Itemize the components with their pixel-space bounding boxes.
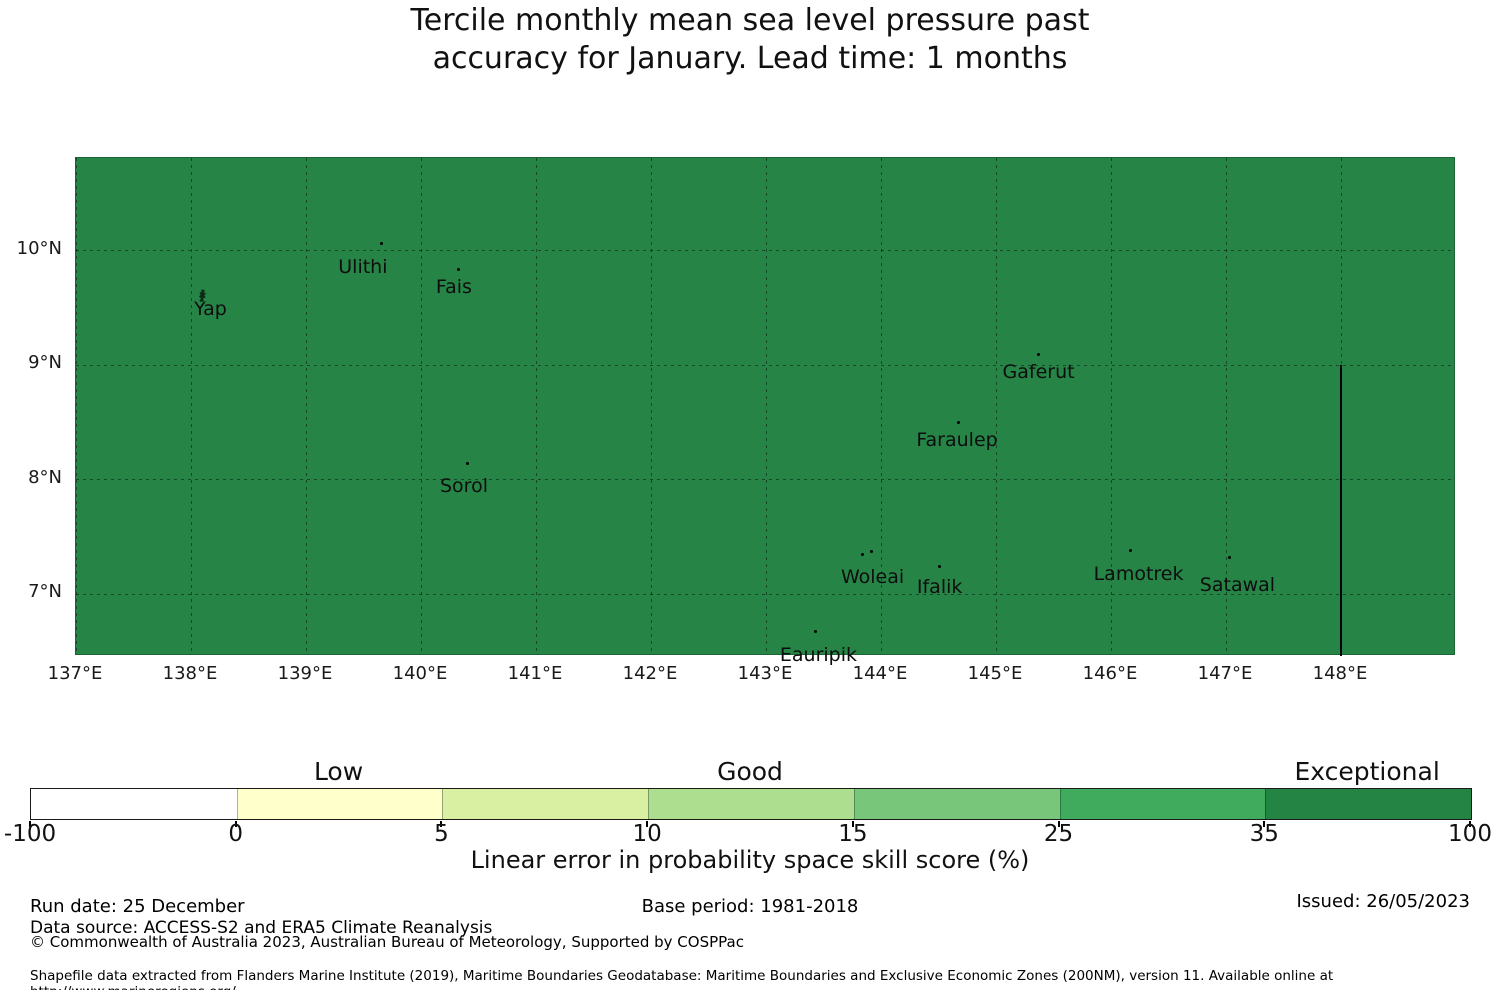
colorbar-segment: [31, 789, 237, 819]
colorbar-tick-label: 35: [1249, 821, 1279, 847]
colorbar-tick: [440, 821, 443, 827]
gridline-latitude: [76, 593, 1454, 595]
island-label-satawal: Satawal: [1199, 573, 1276, 596]
island-label-lamotrek: Lamotrek: [1093, 562, 1184, 585]
colorbar-segment: [853, 789, 1060, 819]
lon-tick-label: 147°E: [1197, 663, 1253, 684]
map-canvas: Yap Ulithi Fais Sorol Gaferut Faraulep Woleai I…: [75, 157, 1455, 666]
colorbar-tick: [1263, 821, 1266, 827]
lon-tick-label: 142°E: [622, 663, 678, 684]
island-marker-yap: [198, 289, 207, 303]
colorbar: [30, 788, 1472, 820]
island-marker-satawal: [1227, 556, 1231, 560]
colorbar-tick: [851, 821, 854, 827]
island-label-woleai: Woleai: [840, 566, 905, 589]
x-axis-label: Linear error in probability space skill …: [470, 846, 1030, 874]
island-label-sorol: Sorol: [440, 474, 488, 497]
island-marker-faraulep: [956, 420, 960, 424]
colorbar-tick-label: -100: [3, 821, 57, 847]
colorbar-category-label: Exceptional: [1294, 757, 1440, 786]
gridline-longitude: [305, 158, 307, 654]
colorbar-tick: [29, 821, 31, 827]
gridline-longitude: [995, 158, 997, 654]
gridline-latitude: [76, 250, 1454, 252]
lat-tick-label: 7°N: [28, 581, 62, 603]
gridline-longitude: [880, 158, 882, 654]
lon-tick-label: 137°E: [47, 663, 103, 684]
colorbar-tick-label: 0: [228, 821, 244, 847]
colorbar-category-label: Low: [313, 757, 364, 786]
colorbar-tick-label: 5: [434, 821, 449, 847]
island-marker-ulithi: [380, 242, 384, 246]
gridline-latitude: [76, 364, 1454, 366]
lon-tick-label: 145°E: [967, 663, 1023, 684]
lon-tick-label: 148°E: [1312, 663, 1368, 684]
island-marker-ifalik: [938, 565, 942, 569]
colorbar-tick: [1057, 821, 1060, 827]
lon-tick-label: 139°E: [277, 663, 333, 684]
copyright-text: © Commonwealth of Australia 2023, Austra…: [30, 933, 744, 951]
colorbar-tick: [234, 821, 237, 827]
lon-tick-label: 138°E: [162, 663, 218, 684]
island-marker-eauripik: [813, 630, 817, 634]
island-label-faraulep: Faraulep: [916, 429, 998, 452]
chart-title-line2: accuracy for January. Lead time: 1 month…: [432, 41, 1068, 76]
island-label-ulithi: Ulithi: [338, 255, 388, 278]
colorbar-tick-label: 10: [632, 821, 662, 847]
gridline-longitude: [190, 158, 192, 654]
colorbar-tick: [1469, 821, 1471, 827]
island-marker-gaferut: [1037, 353, 1041, 357]
shapefile-note-text: Shapefile data extracted from Flanders M…: [30, 968, 1334, 990]
island-label-yap: Yap: [194, 298, 227, 321]
issued-date-text: Issued: 26/05/2023: [1296, 891, 1470, 912]
lon-tick-label: 143°E: [737, 663, 793, 684]
island-marker-lamotrek: [1129, 549, 1133, 553]
chart-title: Tercile monthly mean sea level pressure …: [0, 2, 1500, 78]
maritime-boundary-line: [1340, 365, 1342, 656]
base-period-text: Base period: 1981-2018: [641, 896, 859, 917]
chart-title-line1: Tercile monthly mean sea level pressure …: [410, 3, 1090, 38]
lon-tick-label: 144°E: [852, 663, 908, 684]
gridline-latitude: [76, 479, 1454, 481]
lat-tick-label: 8°N: [28, 466, 62, 488]
colorbar-tick-label: 15: [838, 821, 868, 847]
gridline-longitude: [535, 158, 537, 654]
gridline-longitude: [75, 158, 77, 654]
island-marker-sorol: [465, 462, 469, 466]
gridline-longitude: [1110, 158, 1112, 654]
lon-tick-label: 140°E: [392, 663, 448, 684]
colorbar-segment: [442, 789, 649, 819]
island-label-gaferut: Gaferut: [1002, 360, 1075, 383]
island-label-fais: Fais: [435, 276, 472, 299]
colorbar-segment: [1059, 789, 1266, 819]
lat-tick-label: 9°N: [28, 352, 62, 374]
gridline-longitude: [650, 158, 652, 654]
lat-tick-label: 10°N: [16, 237, 62, 259]
island-marker-fais: [457, 267, 461, 271]
island-label-ifalik: Ifalik: [916, 575, 963, 598]
colorbar-segment: [1265, 789, 1471, 819]
lon-tick-label: 146°E: [1082, 663, 1138, 684]
lon-tick-label: 141°E: [507, 663, 563, 684]
colorbar-tick-label: 100: [1448, 821, 1492, 847]
colorbar-tick: [646, 821, 649, 827]
gridline-longitude: [1225, 158, 1227, 654]
gridline-longitude: [765, 158, 767, 654]
colorbar-category-label: Good: [717, 757, 783, 786]
run-date-text: Run date: 25 December: [30, 896, 245, 917]
data-source-text: Data source: ACCESS-S2 and ERA5 Climate …: [30, 918, 493, 938]
colorbar-segment: [648, 789, 854, 819]
colorbar-segment: [236, 789, 443, 819]
island-label-eauripik: Eauripik: [779, 643, 857, 666]
gridline-longitude: [420, 158, 422, 654]
island-marker-woleai: [870, 550, 874, 554]
island-marker-woleai: [861, 552, 865, 556]
colorbar-tick-label: 25: [1043, 821, 1074, 847]
